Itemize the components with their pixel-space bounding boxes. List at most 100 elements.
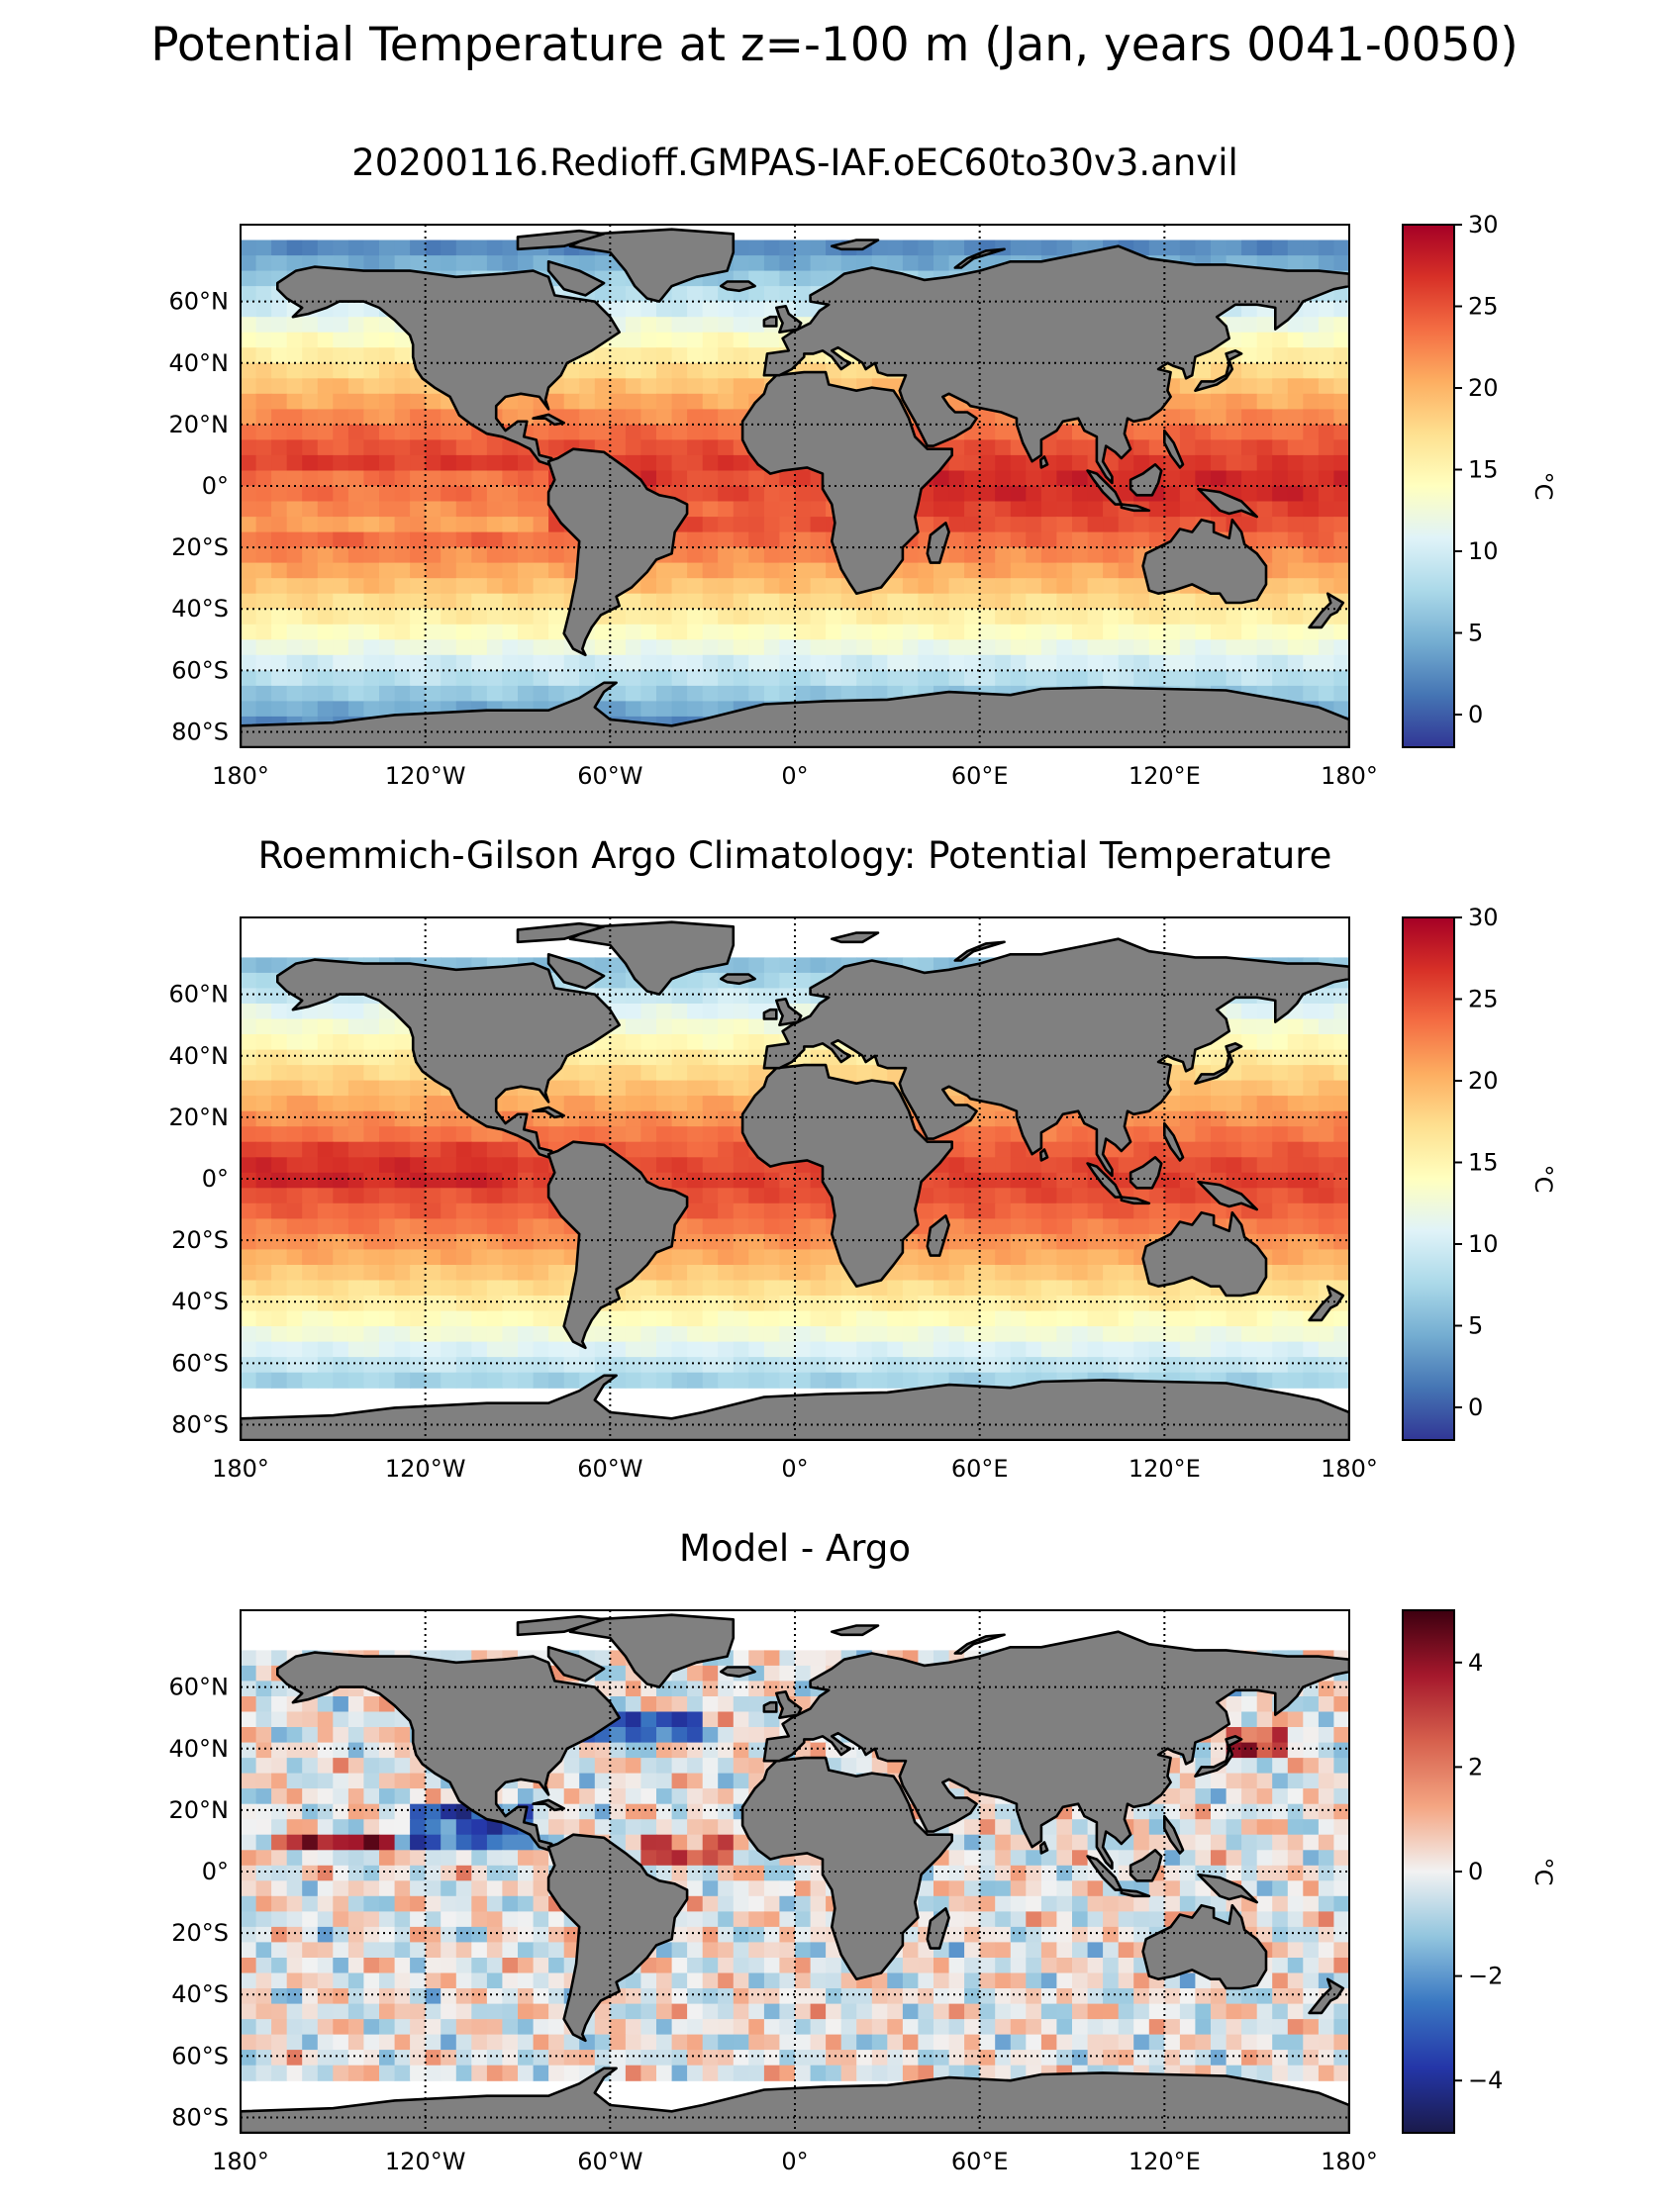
colorbar-3: 4 2 0 −2 −4 °C	[1402, 1609, 1557, 2134]
land-south-america	[546, 1140, 689, 1350]
colorbar-tick-label: 25	[1468, 293, 1499, 321]
lat-tick-label: 80°S	[171, 2103, 229, 2131]
land-iceland	[720, 973, 756, 986]
colorbar-tick-label: 10	[1468, 537, 1499, 565]
lat-tick-label: 60°N	[169, 981, 230, 1009]
lat-tick-label: 20°N	[169, 1104, 230, 1131]
lon-tick-label: 120°W	[385, 1455, 466, 1483]
land-philippines	[1163, 1121, 1185, 1162]
land-south-america	[546, 447, 689, 657]
lon-tick-label: 180°	[212, 1455, 269, 1483]
colorbar-tick-label: 30	[1468, 211, 1499, 239]
lon-tick-label: 180°	[212, 2148, 269, 2175]
land-new-zealand	[1308, 1977, 1345, 2015]
map-frame	[240, 224, 1350, 748]
panel-2-title: Roemmich-Gilson Argo Climatology: Potent…	[257, 834, 1332, 877]
lon-tick-label: 60°W	[577, 762, 642, 790]
land-sumatra	[1086, 1162, 1124, 1199]
lat-tick-label: 40°N	[169, 349, 230, 377]
lat-tick-label: 20°S	[171, 1226, 229, 1254]
colorbar-unit-label: °C	[1529, 1165, 1557, 1194]
lon-tick-label: 60°E	[951, 1455, 1009, 1483]
lon-tick-label: 60°W	[577, 2148, 642, 2175]
land-java	[1120, 1196, 1151, 1205]
lon-tick-label: 120°W	[385, 2148, 466, 2175]
lat-tick-label: 20°N	[169, 411, 230, 438]
lat-tick-label: 40°S	[171, 1288, 229, 1315]
land-masses	[241, 920, 1349, 1440]
land-iceland	[720, 1666, 756, 1679]
lat-tick-label: 0°	[202, 1165, 229, 1193]
lat-tick-label: 60°N	[169, 288, 230, 316]
lon-tick-label: 0°	[781, 762, 808, 790]
lon-tick-label: 0°	[781, 2148, 808, 2175]
map-panel-1: 180° 120°W 60°W 0° 60°E 120°E 180° 60°N 40°N 20°N…	[169, 224, 1378, 790]
land-ireland	[762, 1700, 778, 1713]
colorbar-bar	[1402, 224, 1455, 748]
colorbar-tick-label: 0	[1468, 701, 1483, 728]
land-greenland	[568, 1613, 736, 1688]
lat-tick-label: 80°S	[171, 718, 229, 745]
land-java	[1120, 1888, 1151, 1898]
figure-title: Potential Temperature at z=-100 m (Jan, …	[150, 18, 1519, 72]
land-ireland	[762, 315, 778, 328]
colorbar-tick-label: 30	[1468, 904, 1499, 931]
lat-tick-label: 20°N	[169, 1796, 230, 1824]
colorbar-tick-label: 20	[1468, 374, 1499, 402]
panel-1-title: 20200116.Redioff.GMPAS-IAF.oEC60to30v3.a…	[351, 142, 1238, 184]
lat-tick-label: 40°S	[171, 1980, 229, 2008]
land-eurasia	[762, 1630, 1349, 1871]
land-borneo	[1129, 1849, 1163, 1882]
lon-tick-label: 120°W	[385, 762, 466, 790]
colorbar-1: 30 25 20 15 10 5 0 °C	[1402, 211, 1557, 748]
land-sri-lanka	[1039, 455, 1049, 469]
colorbar-tick-label: 15	[1468, 1149, 1499, 1177]
lat-tick-label: 40°N	[169, 1735, 230, 1763]
land-baffin	[546, 953, 606, 990]
lat-tick-label: 0°	[202, 472, 229, 500]
lat-tick-label: 60°S	[171, 1349, 229, 1377]
land-madagascar	[926, 522, 950, 564]
land-ellesmere	[516, 229, 606, 251]
colorbar-2: 30 25 20 15 10 5 0 °C	[1402, 904, 1557, 1441]
land-sumatra	[1086, 469, 1124, 506]
map-frame	[240, 1609, 1350, 2134]
colorbar-tick-label: 0	[1468, 1394, 1483, 1421]
land-svalbard	[831, 239, 880, 251]
lat-tick-label: 40°N	[169, 1042, 230, 1070]
land-novaya-zemlya	[953, 940, 1006, 962]
land-south-america	[546, 1833, 689, 2043]
map-panel-2: 180° 120°W 60°W 0° 60°E 120°E 180° 60°N 40°N 20°N…	[169, 916, 1378, 1483]
colorbar-tick-label: 5	[1468, 620, 1483, 647]
land-sri-lanka	[1039, 1148, 1049, 1162]
colorbar-tick-label: 20	[1468, 1067, 1499, 1095]
land-philippines	[1163, 1814, 1185, 1855]
land-cuba	[532, 1798, 565, 1812]
land-java	[1120, 503, 1151, 513]
land-new-zealand	[1308, 1285, 1345, 1322]
land-iceland	[720, 280, 756, 293]
land-japan	[1194, 349, 1243, 392]
land-australia	[1141, 1903, 1268, 1990]
land-north-america	[276, 265, 621, 466]
land-ellesmere	[516, 921, 606, 944]
lon-tick-label: 60°E	[951, 2148, 1009, 2175]
land-ellesmere	[516, 1614, 606, 1637]
land-new-guinea	[1197, 1873, 1258, 1904]
colorbar-tick-label: 10	[1468, 1230, 1499, 1258]
lon-tick-label: 120°E	[1129, 762, 1201, 790]
land-australia	[1141, 518, 1268, 605]
land-ireland	[762, 1008, 778, 1020]
land-novaya-zemlya	[953, 247, 1006, 269]
lon-tick-label: 60°W	[577, 1455, 642, 1483]
colorbar-bar	[1402, 916, 1455, 1441]
colorbar-tick-label: 5	[1468, 1312, 1483, 1340]
land-novaya-zemlya	[953, 1633, 1006, 1655]
land-baffin	[546, 1646, 606, 1683]
lat-tick-label: 0°	[202, 1858, 229, 1885]
colorbar-tick-label: 0	[1468, 1858, 1483, 1885]
land-baffin	[546, 260, 606, 297]
colorbar-unit-label: °C	[1529, 472, 1557, 501]
land-borneo	[1129, 463, 1163, 497]
colorbar-bar	[1402, 1609, 1455, 2134]
